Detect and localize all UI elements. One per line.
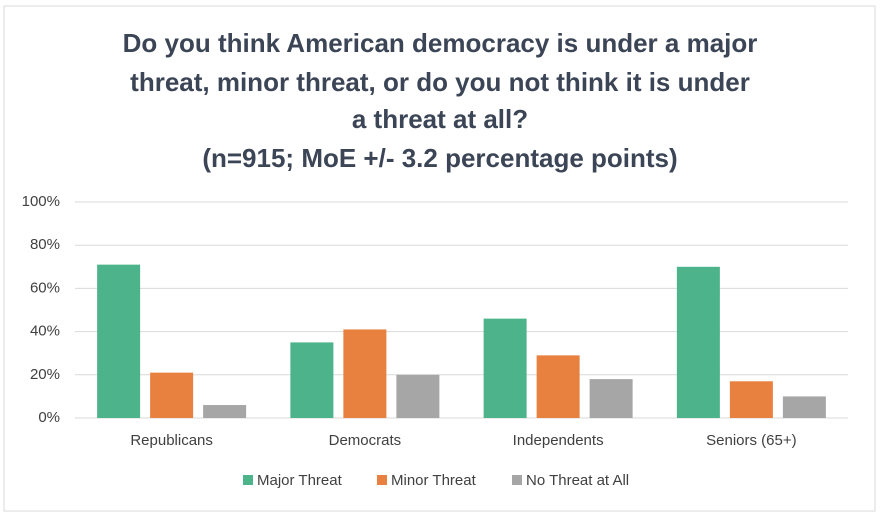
bar: [536, 355, 580, 418]
legend-swatch: [243, 475, 253, 485]
bar: [396, 374, 440, 418]
y-tick-label: 80%: [30, 236, 60, 253]
x-tick-label: Democrats: [329, 432, 402, 449]
y-tick-label: 100%: [22, 193, 60, 210]
legend-label: Major Threat: [257, 472, 343, 489]
legend-label: No Threat at All: [526, 472, 629, 489]
chart-border: [3, 5, 876, 512]
legend-swatch: [377, 475, 387, 485]
bar: [150, 372, 194, 418]
chart-title: threat, minor threat, or do you not thin…: [130, 67, 750, 97]
bar: [203, 405, 247, 418]
bar: [343, 329, 387, 418]
legend-label: Minor Threat: [391, 472, 477, 489]
bar: [97, 264, 141, 418]
x-tick-label: Independents: [513, 432, 604, 449]
y-tick-label: 60%: [30, 279, 60, 296]
y-tick-label: 40%: [30, 323, 60, 340]
bar: [782, 396, 826, 418]
chart-title: Do you think American democracy is under…: [123, 28, 758, 58]
chart-title: a threat at all?: [352, 104, 528, 134]
bar: [589, 379, 633, 418]
x-tick-label: Seniors (65+): [706, 432, 796, 449]
bar: [290, 342, 334, 418]
legend-swatch: [512, 475, 522, 485]
y-tick-label: 0%: [38, 409, 60, 426]
bar: [676, 266, 720, 418]
y-tick-label: 20%: [30, 366, 60, 383]
bar: [729, 381, 773, 418]
chart-subtitle: (n=915; MoE +/- 3.2 percentage points): [202, 143, 677, 173]
bar: [483, 318, 527, 418]
x-tick-label: Republicans: [130, 432, 213, 449]
